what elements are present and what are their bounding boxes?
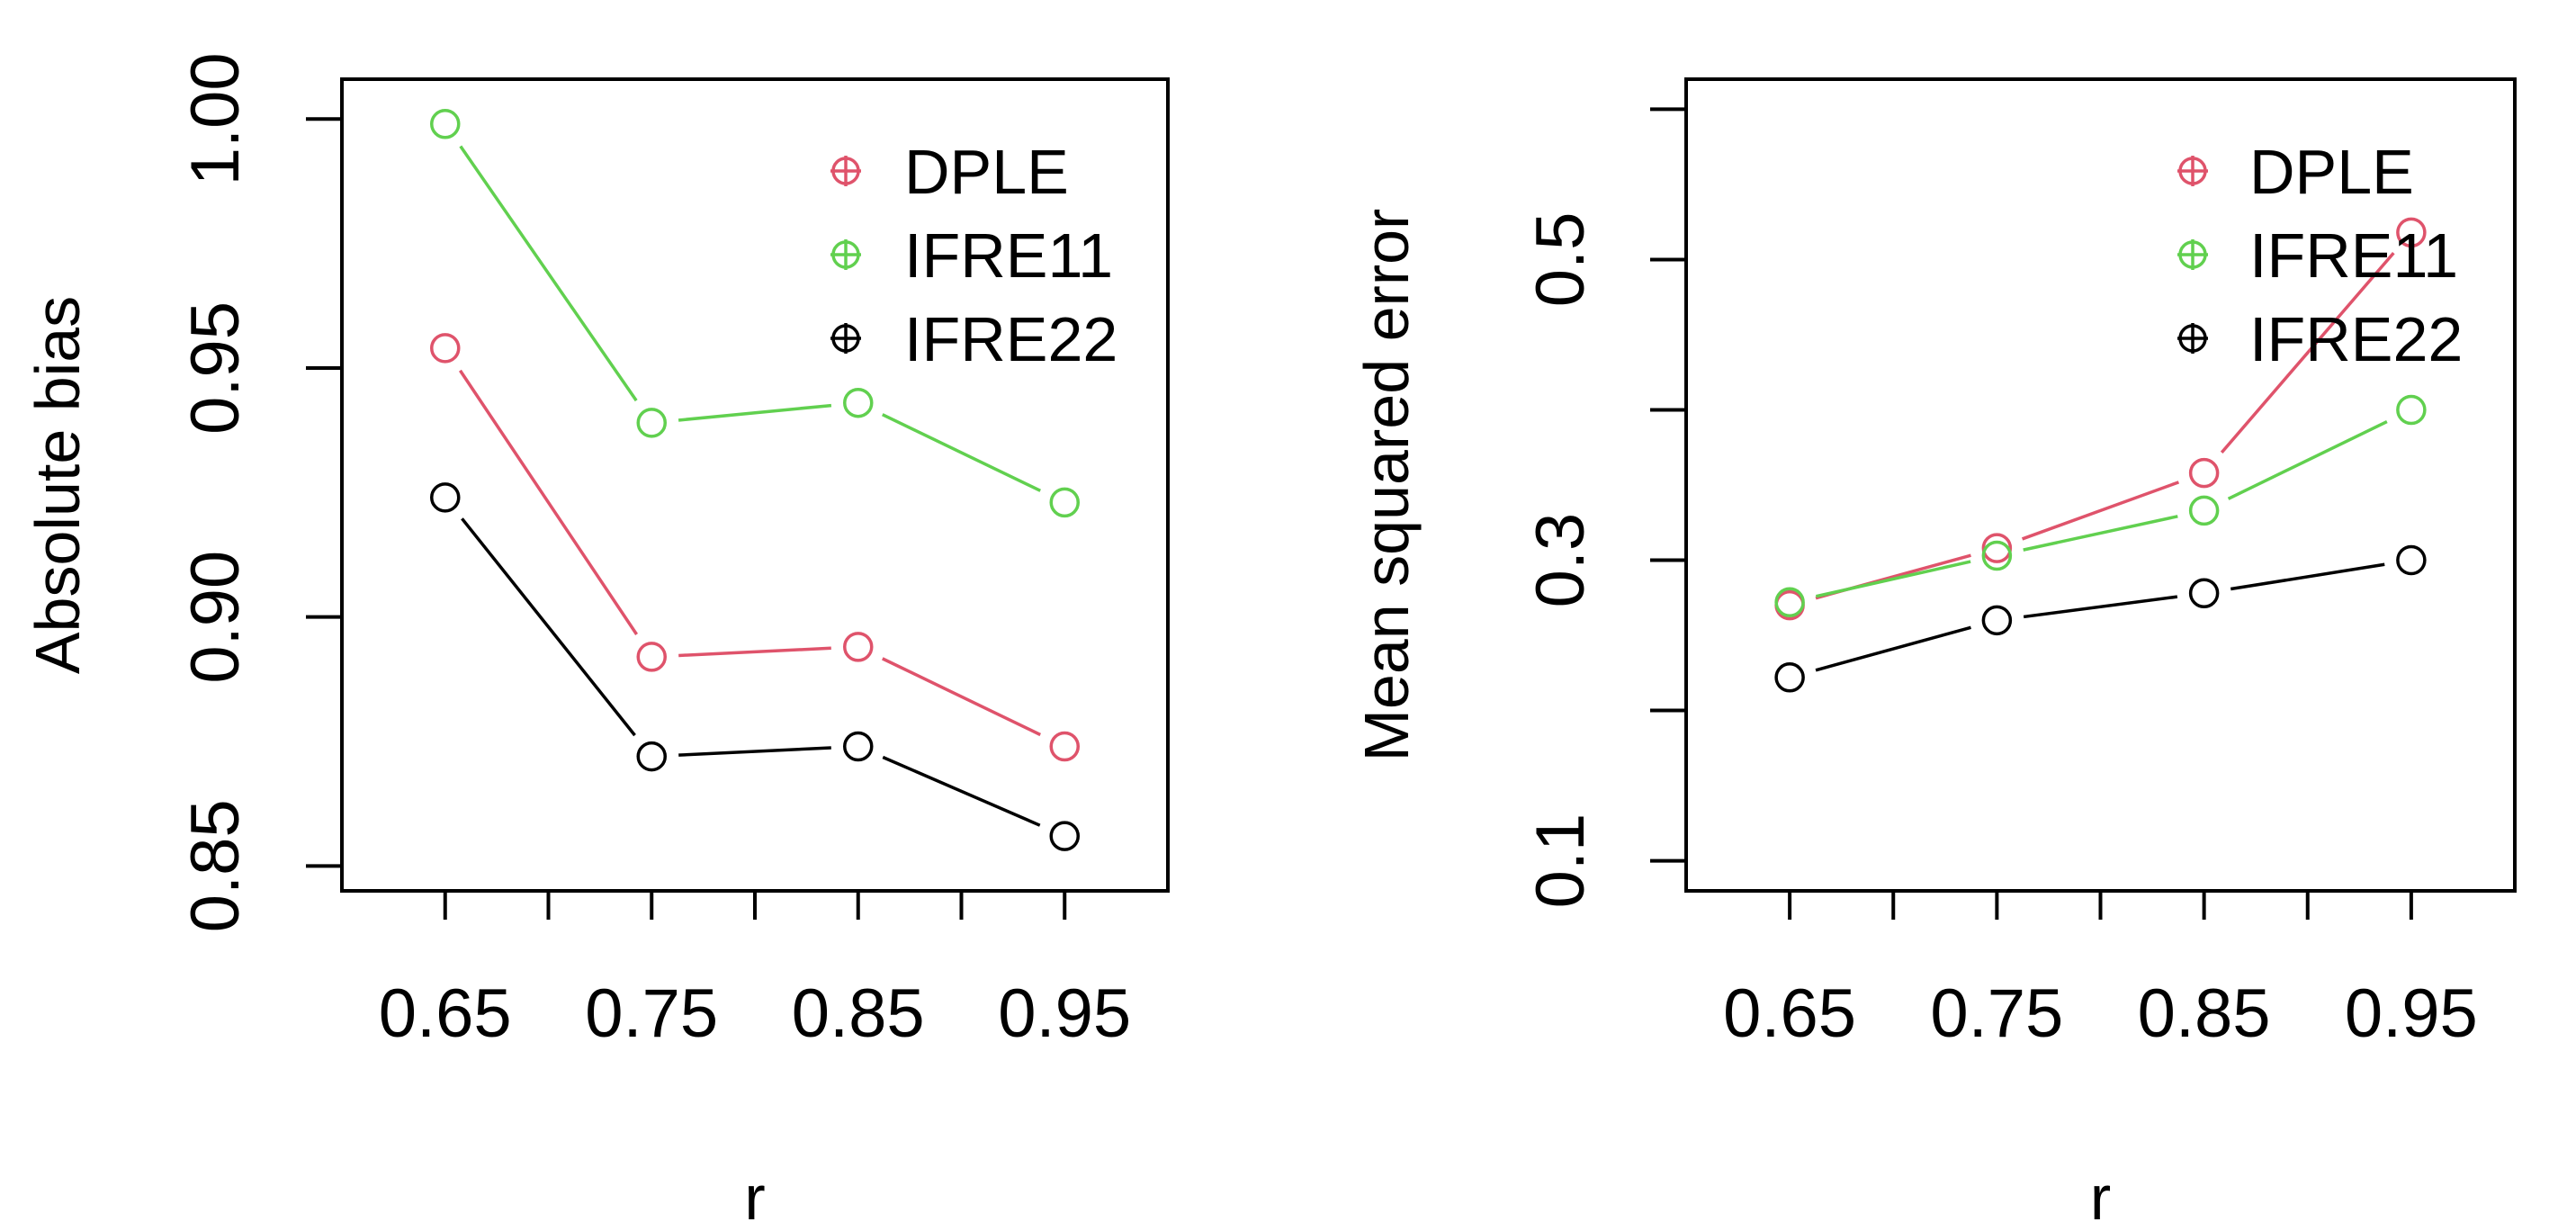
series-line-segment: [461, 517, 636, 737]
series-line-segment: [2220, 251, 2395, 454]
legend-label: IFRE11: [904, 220, 1113, 291]
chart-panel-1: 0.65 0.75 0.85 0.95 0.85 0.90 0.95 1.00 Absolute…: [22, 52, 1170, 1231]
data-point: [843, 731, 874, 762]
legend-label: DPLE: [2249, 137, 2414, 207]
series-line-segment: [678, 746, 831, 757]
data-point: [1774, 662, 1805, 693]
series-line-segment: [2227, 420, 2388, 500]
legend-label: IFRE11: [2249, 220, 2458, 291]
data-point: [2396, 544, 2427, 576]
y-tick-label: 0.5: [1522, 212, 1599, 308]
x-tick-label: 0.85: [2138, 975, 2271, 1052]
y-tick-label: 0.3: [1522, 513, 1599, 608]
legend-label: IFRE22: [904, 304, 1117, 374]
legend-label: DPLE: [904, 137, 1069, 207]
data-point: [2188, 578, 2220, 609]
legend-label: IFRE22: [2249, 304, 2463, 374]
data-point: [1981, 533, 2013, 563]
data-point: [1981, 605, 2013, 636]
data-point: [636, 408, 667, 438]
legend-item-DPLE: DPLE: [2177, 137, 2414, 207]
y-tick-label: 0.95: [177, 301, 254, 435]
series-line-segment: [2021, 481, 2180, 541]
x-tick-label: 0.95: [998, 975, 1131, 1052]
series-line-segment: [2230, 562, 2385, 591]
series-line-segment: [882, 657, 1041, 737]
series-line-segment: [459, 145, 638, 402]
series-DPLE: [430, 333, 1080, 762]
x-tick-label: 0.75: [1930, 975, 2063, 1052]
series-line-segment: [2023, 515, 2178, 552]
series-IFRE11: [430, 109, 1080, 518]
data-point: [430, 109, 461, 139]
x-tick-label: 0.65: [379, 975, 512, 1052]
y-tick-label: 1.00: [177, 52, 254, 185]
x-tick-label: 0.75: [585, 975, 718, 1052]
data-point: [1774, 587, 1805, 618]
series-line-segment: [882, 413, 1041, 492]
data-point: [2188, 457, 2220, 489]
series-line-segment: [1815, 625, 1971, 672]
series-line-segment: [882, 755, 1041, 827]
y-tick-label: 0.1: [1522, 813, 1599, 909]
x-axis-title: r: [2090, 1163, 2111, 1231]
legend-item-IFRE11: IFRE11: [830, 220, 1113, 291]
x-tick-label: 0.65: [1723, 975, 1856, 1052]
series-line-segment: [458, 369, 639, 635]
data-point: [1049, 821, 1080, 851]
data-point: [843, 387, 874, 418]
series-line-segment: [678, 403, 832, 422]
series-IFRE22: [430, 482, 1080, 851]
data-point: [1981, 540, 2013, 571]
data-point: [2188, 495, 2220, 526]
x-axis-title: r: [744, 1163, 765, 1231]
legend-item-IFRE22: IFRE22: [2177, 304, 2463, 374]
legend-item-IFRE22: IFRE22: [830, 304, 1117, 374]
data-point: [1049, 487, 1080, 518]
data-point: [1049, 731, 1080, 762]
series-line-segment: [1816, 560, 1971, 598]
x-tick-label: 0.95: [2345, 975, 2478, 1052]
chart-panel-2: 0.65 0.75 0.85 0.95 0.1 0.3 0.5 Mean squared er…: [1351, 77, 2517, 1231]
data-point: [636, 741, 667, 772]
y-axis-title: Absolute bias: [22, 296, 93, 674]
series-line-segment: [678, 646, 831, 658]
data-point: [636, 642, 667, 672]
y-tick-label: 0.85: [177, 799, 254, 932]
x-tick-label: 0.85: [792, 975, 925, 1052]
y-tick-label: 0.90: [177, 551, 254, 684]
series-IFRE11: [1774, 394, 2427, 618]
y-axis-title: Mean squared error: [1351, 209, 1422, 762]
data-point: [2396, 394, 2427, 426]
legend-item-DPLE: DPLE: [830, 137, 1069, 207]
series-IFRE22: [1774, 544, 2427, 693]
legend-item-IFRE11: IFRE11: [2177, 220, 2458, 291]
series-line-segment: [2023, 595, 2178, 619]
data-point: [843, 632, 874, 662]
data-point: [430, 333, 461, 364]
data-point: [430, 482, 461, 513]
data-point: [2396, 217, 2427, 248]
